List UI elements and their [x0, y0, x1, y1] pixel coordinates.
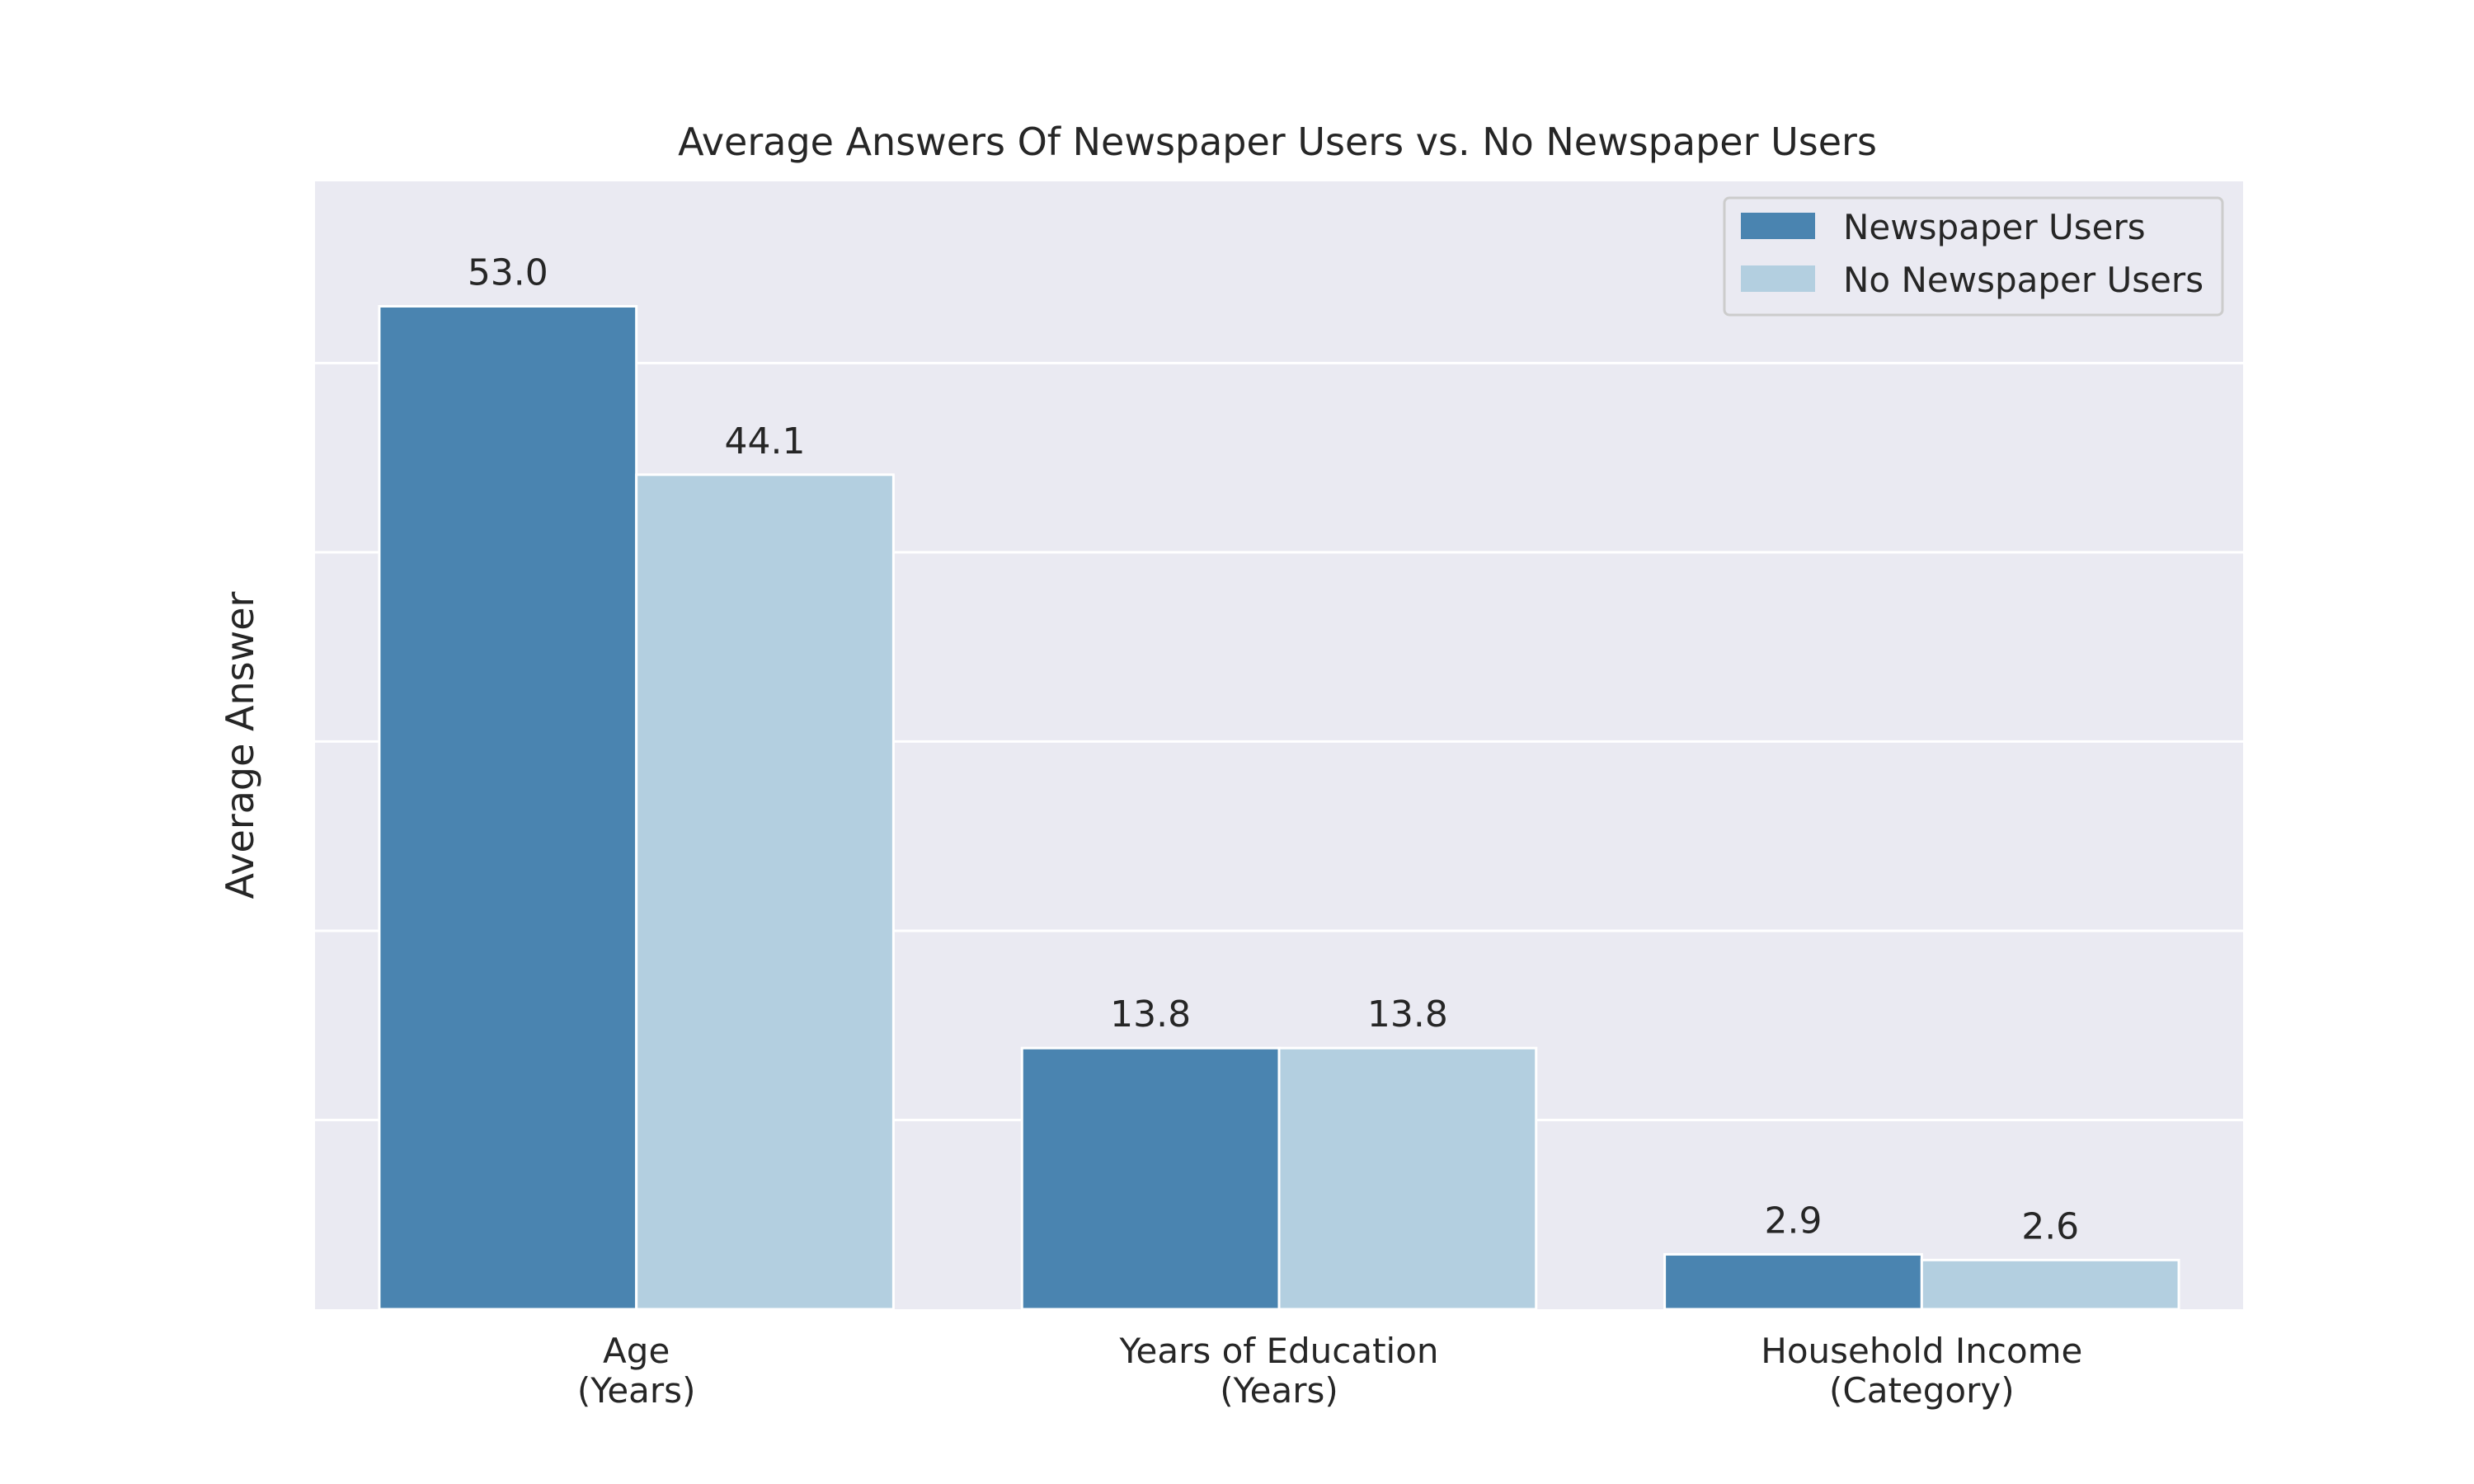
data-labels: 53.0 44.1 13.8 13.8 2.9 2.6	[468, 251, 2079, 1247]
bars	[378, 304, 2180, 1311]
chart-title: Average Answers Of Newspaper Users vs. N…	[678, 120, 1877, 164]
data-label: 13.8	[1367, 993, 1448, 1036]
x-tick-label: Age	[603, 1331, 670, 1371]
legend-swatch-newspaper-users	[1741, 213, 1815, 239]
x-tick-label: Household Income	[1761, 1331, 2082, 1371]
legend: Newspaper Users No Newspaper Users	[1723, 196, 2224, 317]
x-tick-label: (Years)	[1220, 1370, 1338, 1411]
legend-box	[1723, 196, 2224, 317]
data-label: 2.6	[2021, 1205, 2079, 1247]
x-tick-label: (Category)	[1829, 1370, 2015, 1411]
y-axis-label: Average Answer	[218, 591, 262, 899]
legend-swatch-no-newspaper-users	[1741, 265, 1815, 292]
data-label: 44.1	[725, 420, 806, 463]
x-tick-label: Years of Education	[1118, 1331, 1438, 1371]
bar-no-newspaper-users-0	[635, 473, 895, 1311]
data-label: 53.0	[468, 251, 548, 294]
data-label: 13.8	[1110, 993, 1191, 1036]
bar-newspaper-users-1	[1020, 1046, 1281, 1311]
data-label: 2.9	[1764, 1200, 1822, 1242]
bar-newspaper-users-0	[378, 304, 638, 1311]
legend-label-no-newspaper-users: No Newspaper Users	[1843, 260, 2204, 300]
legend-label-newspaper-users: Newspaper Users	[1843, 207, 2146, 247]
x-tick-labels: Age(Years)Years of Education(Years)House…	[577, 1331, 2083, 1411]
bar-no-newspaper-users-2	[1920, 1258, 2180, 1311]
bar-no-newspaper-users-1	[1277, 1046, 1538, 1311]
bar-newspaper-users-2	[1663, 1252, 1923, 1311]
x-tick-label: (Years)	[577, 1370, 696, 1411]
